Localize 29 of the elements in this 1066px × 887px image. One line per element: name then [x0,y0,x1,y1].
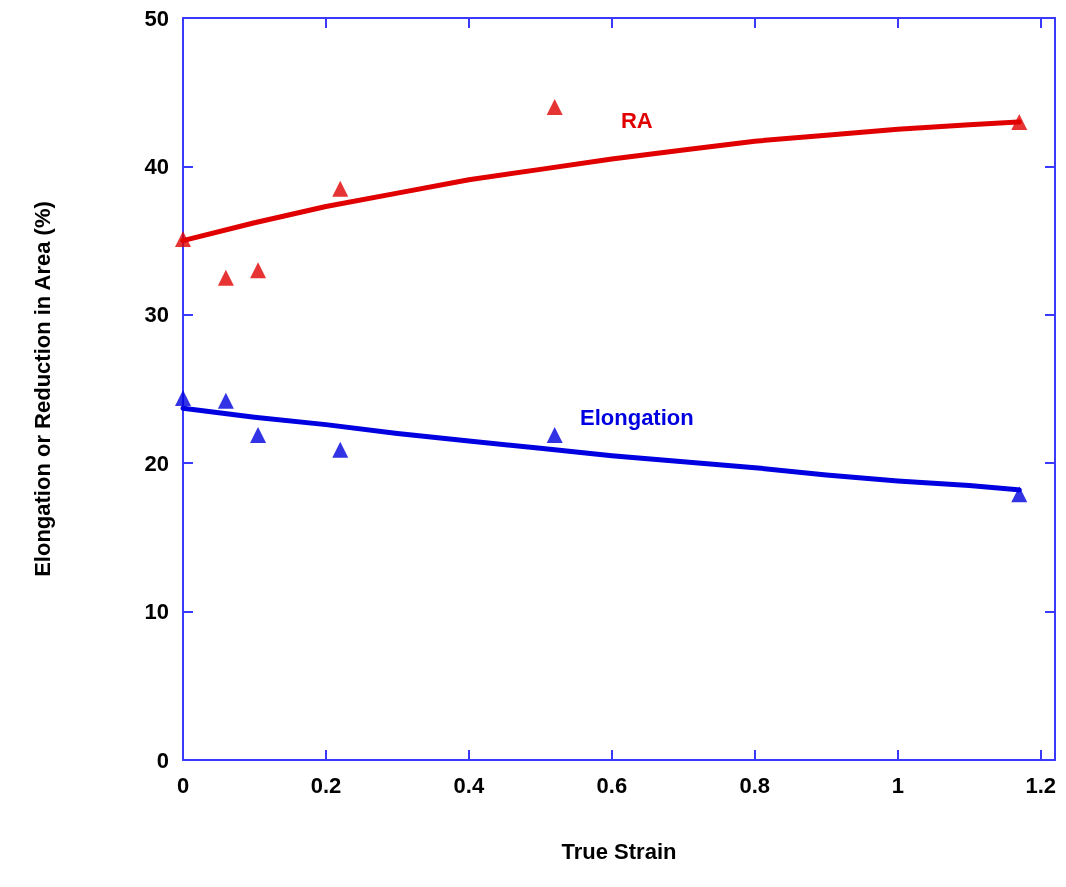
x-axis-title: True Strain [561,838,677,864]
x-tick-label: 0.8 [739,772,771,798]
point [250,262,267,279]
y-tick-label: 50 [144,5,169,31]
y-tick-label: 30 [144,302,169,328]
point [250,427,267,443]
point [217,392,234,409]
y-tick-label: 40 [144,153,169,179]
point [546,99,563,116]
y-tick-label: 20 [144,450,169,476]
point [332,180,349,197]
point [175,389,191,406]
x-tick-label: 1.2 [1025,772,1056,798]
point [546,427,563,443]
series-label: Elongation [580,405,694,431]
x-tick-label: 0.2 [310,772,342,798]
y-axis-title: Elongation or Reduction in Area (%) [29,201,55,577]
point [1011,113,1028,130]
y-tick-label: 10 [144,599,169,625]
point [175,231,191,248]
series-label: RA [620,108,653,134]
x-tick-label: 0.6 [596,772,628,798]
x-tick-label: 0 [176,772,190,798]
point [332,441,349,458]
point [1011,486,1028,503]
point [217,269,234,286]
y-tick-label: 0 [156,747,169,773]
x-tick-label: 0.4 [453,772,485,798]
x-tick-label: 1 [891,772,904,798]
